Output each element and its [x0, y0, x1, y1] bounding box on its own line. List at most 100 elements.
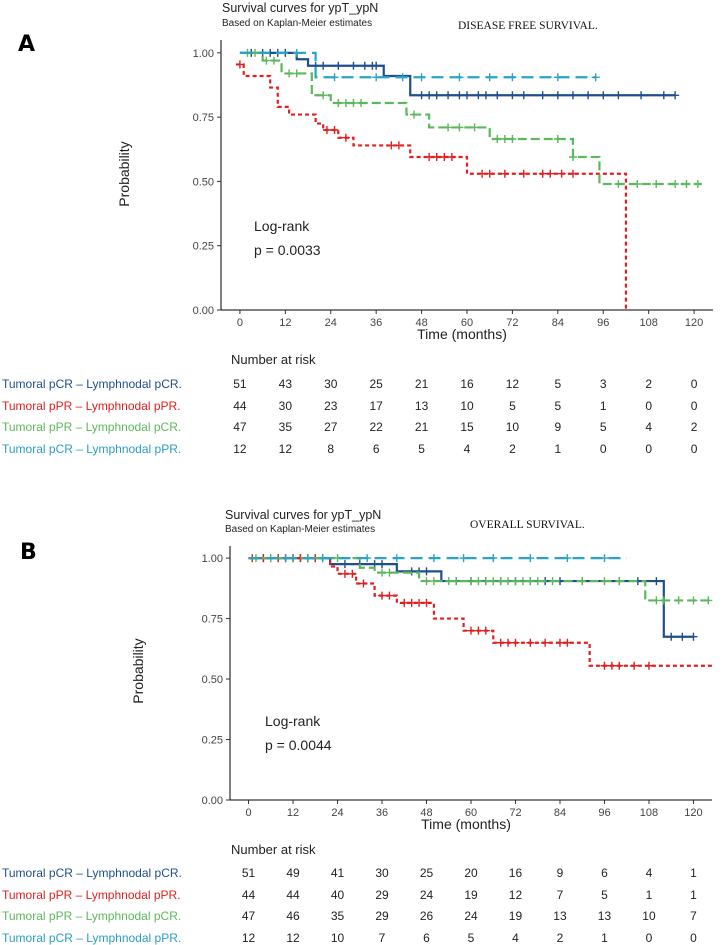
panel-b-censor-mark — [489, 554, 498, 563]
panel-b-km-chart: 0.00 0.25 0.50 0.75 1.00 0 12 24 36 48 60 72 84 96 108… — [202, 546, 713, 832]
panel-b-censor-mark — [378, 568, 387, 577]
panel-a-censor-mark — [444, 91, 453, 100]
panel-a-x-tick-label: 60 — [461, 317, 473, 329]
panel-a-risk-count: 4 — [645, 420, 652, 434]
panel-a-risk-row-label: Tumoral pPR – Lymphnodal pPR. — [2, 398, 181, 413]
panel-b-censor-mark — [689, 632, 698, 641]
panel-a-y-tick-label: 0.25 — [193, 241, 214, 253]
panel-b-censor-mark — [385, 591, 394, 600]
panel-b-risk-count: 19 — [508, 909, 523, 923]
panel-a-risk-heading: Number at risk — [231, 352, 316, 367]
panel-a-series-line-2 — [239, 51, 702, 186]
panel-a-censor-mark — [652, 180, 661, 188]
panel-a-risk-count: 5 — [418, 441, 425, 456]
panel-a-risk-count: 25 — [369, 377, 383, 391]
panel-a-censor-mark — [671, 91, 680, 100]
panel-b-risk-count: 4 — [645, 866, 653, 880]
panel-a-censor-mark — [357, 99, 366, 107]
panel-b-censor-mark — [652, 596, 661, 605]
panel-a-censor-mark — [292, 69, 301, 78]
panel-b-censor-mark — [644, 661, 653, 670]
panel-a-censor-mark — [538, 169, 547, 178]
panel-b-censor-mark — [555, 638, 564, 647]
panel-a-censor-mark — [417, 73, 426, 82]
panel-b-censor-mark — [467, 626, 475, 635]
panel-a-risk-count: 2 — [645, 377, 652, 391]
panel-a-risk-count: 5 — [554, 398, 562, 413]
panel-b-subtitle: Based on Kaplan-Meier estimates — [225, 524, 376, 535]
panel-a-risk-count: 43 — [278, 377, 292, 391]
panel-b-x-tick-label: 96 — [598, 807, 610, 819]
panel-a-censor-mark — [372, 73, 381, 82]
panel-b-risk-count: 6 — [423, 930, 430, 945]
panel-a-censor-mark — [262, 56, 271, 65]
panel-a-censor-mark — [292, 48, 301, 57]
panel-b-censor-mark — [600, 661, 609, 670]
panel-b-risk-count: 0 — [645, 930, 653, 945]
panel-b-censor-mark — [429, 554, 438, 563]
panel-b-risk-count: 47 — [241, 909, 256, 923]
panel-a-censor-mark — [455, 73, 464, 82]
panel-a-censor-mark — [349, 61, 358, 70]
panel-a-censor-mark — [470, 123, 479, 132]
panel-a-censor-mark — [553, 91, 562, 100]
panel-b-x-tick-label: 0 — [245, 807, 251, 819]
panel-b-x-tick-label: 24 — [331, 807, 343, 819]
panel-a-x-tick-label: 84 — [552, 317, 564, 329]
panel-a-risk-count: 6 — [372, 441, 380, 456]
panel-a-censor-mark — [349, 99, 358, 107]
panel-a-y-tick-label: 0.50 — [193, 176, 214, 188]
panel-a-censor-mark — [322, 126, 331, 134]
panel-b-censor-mark — [422, 598, 431, 607]
panel-b-risk-count: 4 — [512, 930, 519, 945]
panel-b-risk-count: 46 — [286, 909, 300, 923]
panel-b-censor-mark — [630, 661, 639, 670]
panel-a-risk-row-label: Tumoral pCR – Lymphnodal pPR. — [2, 441, 182, 456]
panel-b-censor-mark — [407, 598, 416, 607]
panel-a-censor-mark — [444, 123, 453, 132]
panel-a-x-tick-label: 108 — [639, 317, 657, 329]
panel-b-censor-mark — [504, 577, 513, 586]
panel-a-risk-count: 47 — [233, 420, 247, 434]
panel-a-risk-count: 3 — [599, 377, 607, 391]
panel-b-pvalue: p = 0.0044 — [265, 737, 332, 753]
panel-a-subtitle: Based on Kaplan-Meier estimates — [222, 18, 373, 29]
panel-b-censor-mark — [340, 560, 349, 569]
panel-b-x-tick-label: 120 — [684, 807, 702, 819]
panel-b-censor-mark — [474, 577, 483, 586]
panel-a-risk-count: 35 — [278, 420, 292, 434]
panel-a-risk-count: 10 — [505, 420, 520, 434]
panel-b-censor-mark — [400, 598, 409, 607]
panel-a-censor-mark — [481, 91, 490, 100]
panel-b-censor-mark — [615, 577, 624, 586]
panel-a-censor-mark — [584, 91, 593, 100]
panel-a-x-tick-label: 48 — [415, 317, 427, 329]
panel-a-risk-count: 5 — [554, 377, 562, 391]
panel-a-risk-count: 0 — [599, 441, 607, 456]
panel-a-censor-mark — [614, 180, 623, 188]
panel-a-risk-row-label: Tumoral pCR – Lymphnodal pCR. — [2, 377, 182, 391]
panel-a-censor-mark — [432, 91, 441, 100]
panel-a-censor-mark — [330, 73, 339, 82]
panel-b-risk-count: 29 — [375, 887, 389, 902]
panel-b-risk-count: 10 — [330, 930, 345, 945]
panel-a-x-axis-label: Time (months) — [417, 326, 507, 342]
panel-a-censor-mark — [538, 91, 547, 100]
panel-b-censor-mark — [678, 632, 687, 641]
panel-a-censor-mark — [334, 61, 343, 70]
panel-a-censor-mark — [508, 73, 517, 82]
panel-a-risk-count: 10 — [460, 398, 474, 413]
panel-b-x-tick-label: 84 — [554, 807, 566, 819]
panel-b-risk-count: 41 — [330, 866, 345, 880]
panel-a-km-chart: 0.00 0.25 0.50 0.75 1.00 0 12 24 36 48 60 72 84 96 108… — [193, 40, 713, 342]
panel-a-risk-count: 22 — [369, 420, 383, 434]
panel-b-x-tick-label: 72 — [509, 807, 521, 819]
panel-b-censor-mark — [563, 554, 572, 563]
panel-b-censor-mark — [533, 577, 542, 586]
panel-b-risk-count: 30 — [375, 866, 389, 880]
panel-b-censor-mark — [318, 554, 327, 563]
panel-b-y-tick-label: 0.75 — [202, 614, 223, 626]
panel-a-letter: A — [18, 32, 36, 57]
panel-b-risk-row-label: Tumoral pPR – Lymphnodal pCR. — [2, 909, 182, 923]
panel-b-censor-mark — [511, 577, 520, 586]
